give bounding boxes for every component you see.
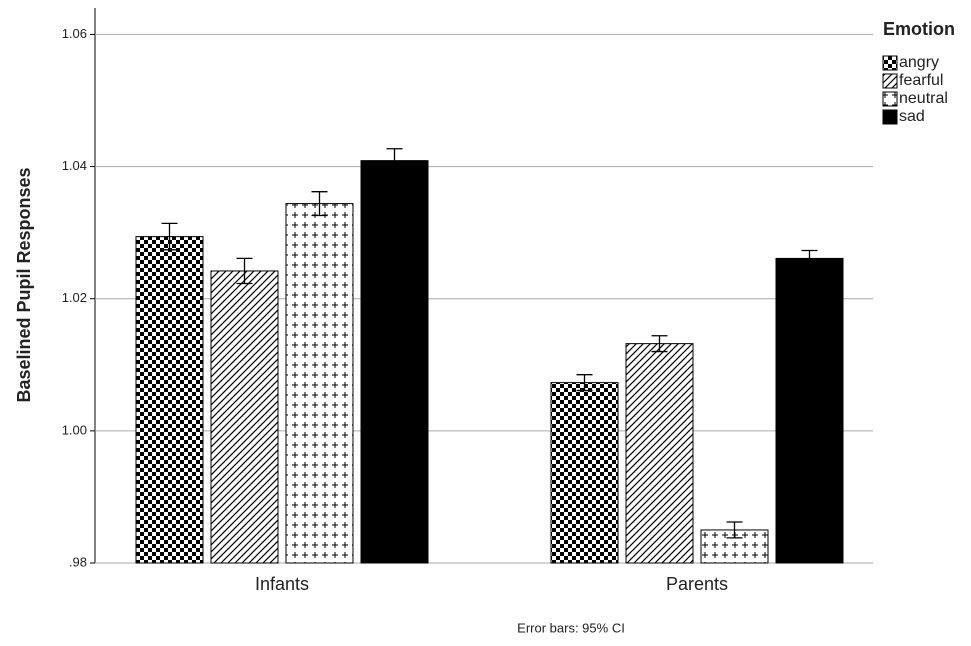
error-bar [311, 191, 328, 217]
y-tick-label: 1.06 [62, 26, 87, 41]
y-axis-label: Baselined Pupil Responses [14, 167, 34, 402]
legend-label: angry [899, 54, 939, 71]
legend-swatch [882, 55, 898, 71]
error-bar [236, 257, 253, 285]
legend-label: neutral [899, 90, 948, 107]
y-tick-label: 1.02 [62, 290, 87, 305]
bar [135, 236, 204, 564]
legend-swatch [882, 109, 898, 125]
legend-swatch [882, 73, 898, 89]
legend-label: fearful [899, 72, 943, 89]
legend-swatch [882, 91, 898, 107]
bar [775, 257, 844, 564]
legend-title: Emotion [883, 19, 955, 39]
y-tick-label: 1.04 [62, 158, 87, 173]
y-tick-label: .98 [69, 554, 87, 569]
bar [285, 203, 354, 564]
x-tick-label: Parents [666, 574, 728, 594]
error-bar [161, 222, 178, 251]
error-bar [801, 249, 818, 267]
legend-label: sad [899, 108, 925, 125]
bar [210, 270, 279, 564]
error-bar [651, 335, 668, 353]
error-bar [576, 374, 593, 392]
error-bar [386, 148, 403, 174]
note: Error bars: 95% CI [517, 620, 625, 635]
bar [360, 160, 429, 564]
y-tick-label: 1.00 [62, 422, 87, 437]
bar [625, 343, 694, 564]
bar [550, 382, 619, 564]
x-tick-label: Infants [255, 574, 309, 594]
error-bar [726, 521, 743, 539]
